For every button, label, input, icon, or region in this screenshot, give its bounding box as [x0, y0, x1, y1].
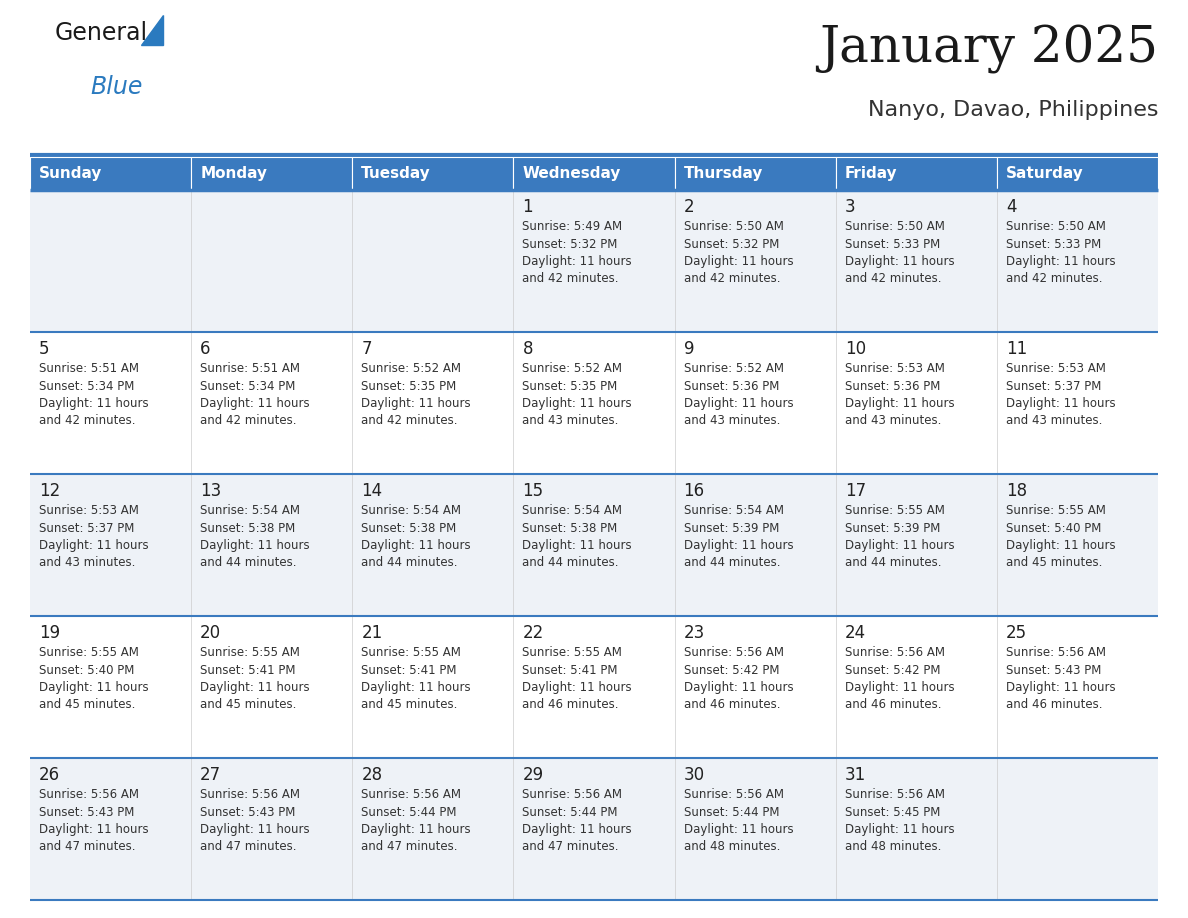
Text: 22: 22	[523, 624, 544, 642]
Text: 12: 12	[39, 482, 61, 500]
Text: 21: 21	[361, 624, 383, 642]
Bar	[30, 332, 1158, 474]
Text: Sunrise: 5:50 AM
Sunset: 5:32 PM
Daylight: 11 hours
and 42 minutes.: Sunrise: 5:50 AM Sunset: 5:32 PM Dayligh…	[683, 220, 794, 285]
Bar	[997, 157, 1158, 190]
Text: Monday: Monday	[200, 166, 267, 181]
Text: 2: 2	[683, 198, 694, 216]
Text: 1: 1	[523, 198, 533, 216]
Text: 25: 25	[1006, 624, 1026, 642]
Text: Sunrise: 5:50 AM
Sunset: 5:33 PM
Daylight: 11 hours
and 42 minutes.: Sunrise: 5:50 AM Sunset: 5:33 PM Dayligh…	[845, 220, 954, 285]
Text: Sunrise: 5:53 AM
Sunset: 5:37 PM
Daylight: 11 hours
and 43 minutes.: Sunrise: 5:53 AM Sunset: 5:37 PM Dayligh…	[1006, 362, 1116, 428]
Text: Sunrise: 5:55 AM
Sunset: 5:40 PM
Daylight: 11 hours
and 45 minutes.: Sunrise: 5:55 AM Sunset: 5:40 PM Dayligh…	[39, 646, 148, 711]
Text: 31: 31	[845, 766, 866, 784]
Text: Blue: Blue	[90, 75, 143, 99]
Bar	[30, 474, 1158, 616]
Text: Sunrise: 5:52 AM
Sunset: 5:36 PM
Daylight: 11 hours
and 43 minutes.: Sunrise: 5:52 AM Sunset: 5:36 PM Dayligh…	[683, 362, 794, 428]
Bar	[835, 157, 997, 190]
Text: Sunrise: 5:55 AM
Sunset: 5:41 PM
Daylight: 11 hours
and 46 minutes.: Sunrise: 5:55 AM Sunset: 5:41 PM Dayligh…	[523, 646, 632, 711]
Text: 3: 3	[845, 198, 855, 216]
Bar	[675, 157, 835, 190]
Text: Sunrise: 5:52 AM
Sunset: 5:35 PM
Daylight: 11 hours
and 42 minutes.: Sunrise: 5:52 AM Sunset: 5:35 PM Dayligh…	[361, 362, 470, 428]
Bar	[30, 157, 191, 190]
Bar	[513, 157, 675, 190]
Text: 13: 13	[200, 482, 221, 500]
Text: 14: 14	[361, 482, 383, 500]
Text: 4: 4	[1006, 198, 1017, 216]
Text: 15: 15	[523, 482, 544, 500]
Text: 28: 28	[361, 766, 383, 784]
Text: Nanyo, Davao, Philippines: Nanyo, Davao, Philippines	[867, 100, 1158, 120]
Text: Sunrise: 5:55 AM
Sunset: 5:41 PM
Daylight: 11 hours
and 45 minutes.: Sunrise: 5:55 AM Sunset: 5:41 PM Dayligh…	[200, 646, 310, 711]
Text: Sunrise: 5:56 AM
Sunset: 5:44 PM
Daylight: 11 hours
and 47 minutes.: Sunrise: 5:56 AM Sunset: 5:44 PM Dayligh…	[361, 788, 470, 854]
Text: 18: 18	[1006, 482, 1026, 500]
Text: 7: 7	[361, 340, 372, 358]
Text: Sunrise: 5:54 AM
Sunset: 5:39 PM
Daylight: 11 hours
and 44 minutes.: Sunrise: 5:54 AM Sunset: 5:39 PM Dayligh…	[683, 504, 794, 569]
Bar	[30, 758, 1158, 900]
Text: Sunrise: 5:56 AM
Sunset: 5:44 PM
Daylight: 11 hours
and 47 minutes.: Sunrise: 5:56 AM Sunset: 5:44 PM Dayligh…	[523, 788, 632, 854]
Text: 20: 20	[200, 624, 221, 642]
Text: Sunrise: 5:50 AM
Sunset: 5:33 PM
Daylight: 11 hours
and 42 minutes.: Sunrise: 5:50 AM Sunset: 5:33 PM Dayligh…	[1006, 220, 1116, 285]
Text: Sunrise: 5:54 AM
Sunset: 5:38 PM
Daylight: 11 hours
and 44 minutes.: Sunrise: 5:54 AM Sunset: 5:38 PM Dayligh…	[361, 504, 470, 569]
Bar	[191, 157, 353, 190]
Text: Tuesday: Tuesday	[361, 166, 431, 181]
Text: January 2025: January 2025	[819, 25, 1158, 74]
Text: Sunrise: 5:54 AM
Sunset: 5:38 PM
Daylight: 11 hours
and 44 minutes.: Sunrise: 5:54 AM Sunset: 5:38 PM Dayligh…	[523, 504, 632, 569]
Text: 10: 10	[845, 340, 866, 358]
Text: Sunrise: 5:56 AM
Sunset: 5:43 PM
Daylight: 11 hours
and 47 minutes.: Sunrise: 5:56 AM Sunset: 5:43 PM Dayligh…	[200, 788, 310, 854]
Text: 16: 16	[683, 482, 704, 500]
Bar	[30, 190, 1158, 332]
Text: Sunrise: 5:54 AM
Sunset: 5:38 PM
Daylight: 11 hours
and 44 minutes.: Sunrise: 5:54 AM Sunset: 5:38 PM Dayligh…	[200, 504, 310, 569]
Polygon shape	[141, 15, 163, 45]
Text: 5: 5	[39, 340, 50, 358]
Text: Saturday: Saturday	[1006, 166, 1083, 181]
Text: Sunrise: 5:55 AM
Sunset: 5:41 PM
Daylight: 11 hours
and 45 minutes.: Sunrise: 5:55 AM Sunset: 5:41 PM Dayligh…	[361, 646, 470, 711]
Text: 26: 26	[39, 766, 61, 784]
Text: Sunrise: 5:49 AM
Sunset: 5:32 PM
Daylight: 11 hours
and 42 minutes.: Sunrise: 5:49 AM Sunset: 5:32 PM Dayligh…	[523, 220, 632, 285]
Text: Sunrise: 5:56 AM
Sunset: 5:44 PM
Daylight: 11 hours
and 48 minutes.: Sunrise: 5:56 AM Sunset: 5:44 PM Dayligh…	[683, 788, 794, 854]
Text: 24: 24	[845, 624, 866, 642]
Text: Sunrise: 5:51 AM
Sunset: 5:34 PM
Daylight: 11 hours
and 42 minutes.: Sunrise: 5:51 AM Sunset: 5:34 PM Dayligh…	[39, 362, 148, 428]
Text: Sunrise: 5:56 AM
Sunset: 5:42 PM
Daylight: 11 hours
and 46 minutes.: Sunrise: 5:56 AM Sunset: 5:42 PM Dayligh…	[683, 646, 794, 711]
Text: Thursday: Thursday	[683, 166, 763, 181]
Text: Sunrise: 5:55 AM
Sunset: 5:40 PM
Daylight: 11 hours
and 45 minutes.: Sunrise: 5:55 AM Sunset: 5:40 PM Dayligh…	[1006, 504, 1116, 569]
Text: Sunrise: 5:52 AM
Sunset: 5:35 PM
Daylight: 11 hours
and 43 minutes.: Sunrise: 5:52 AM Sunset: 5:35 PM Dayligh…	[523, 362, 632, 428]
Text: Sunrise: 5:56 AM
Sunset: 5:45 PM
Daylight: 11 hours
and 48 minutes.: Sunrise: 5:56 AM Sunset: 5:45 PM Dayligh…	[845, 788, 954, 854]
Text: Sunrise: 5:56 AM
Sunset: 5:42 PM
Daylight: 11 hours
and 46 minutes.: Sunrise: 5:56 AM Sunset: 5:42 PM Dayligh…	[845, 646, 954, 711]
Text: Wednesday: Wednesday	[523, 166, 621, 181]
Text: Sunrise: 5:55 AM
Sunset: 5:39 PM
Daylight: 11 hours
and 44 minutes.: Sunrise: 5:55 AM Sunset: 5:39 PM Dayligh…	[845, 504, 954, 569]
Text: 19: 19	[39, 624, 61, 642]
Text: Sunday: Sunday	[39, 166, 102, 181]
Text: Sunrise: 5:53 AM
Sunset: 5:36 PM
Daylight: 11 hours
and 43 minutes.: Sunrise: 5:53 AM Sunset: 5:36 PM Dayligh…	[845, 362, 954, 428]
Text: Sunrise: 5:56 AM
Sunset: 5:43 PM
Daylight: 11 hours
and 46 minutes.: Sunrise: 5:56 AM Sunset: 5:43 PM Dayligh…	[1006, 646, 1116, 711]
Text: 9: 9	[683, 340, 694, 358]
Text: Sunrise: 5:56 AM
Sunset: 5:43 PM
Daylight: 11 hours
and 47 minutes.: Sunrise: 5:56 AM Sunset: 5:43 PM Dayligh…	[39, 788, 148, 854]
Text: 29: 29	[523, 766, 544, 784]
Text: 23: 23	[683, 624, 704, 642]
Text: 17: 17	[845, 482, 866, 500]
Text: 30: 30	[683, 766, 704, 784]
Text: Sunrise: 5:53 AM
Sunset: 5:37 PM
Daylight: 11 hours
and 43 minutes.: Sunrise: 5:53 AM Sunset: 5:37 PM Dayligh…	[39, 504, 148, 569]
Text: General: General	[55, 21, 148, 45]
Text: Sunrise: 5:51 AM
Sunset: 5:34 PM
Daylight: 11 hours
and 42 minutes.: Sunrise: 5:51 AM Sunset: 5:34 PM Dayligh…	[200, 362, 310, 428]
Bar	[353, 157, 513, 190]
Text: 6: 6	[200, 340, 210, 358]
Text: 27: 27	[200, 766, 221, 784]
Text: 11: 11	[1006, 340, 1028, 358]
Text: Friday: Friday	[845, 166, 897, 181]
Text: 8: 8	[523, 340, 533, 358]
Bar	[30, 616, 1158, 758]
